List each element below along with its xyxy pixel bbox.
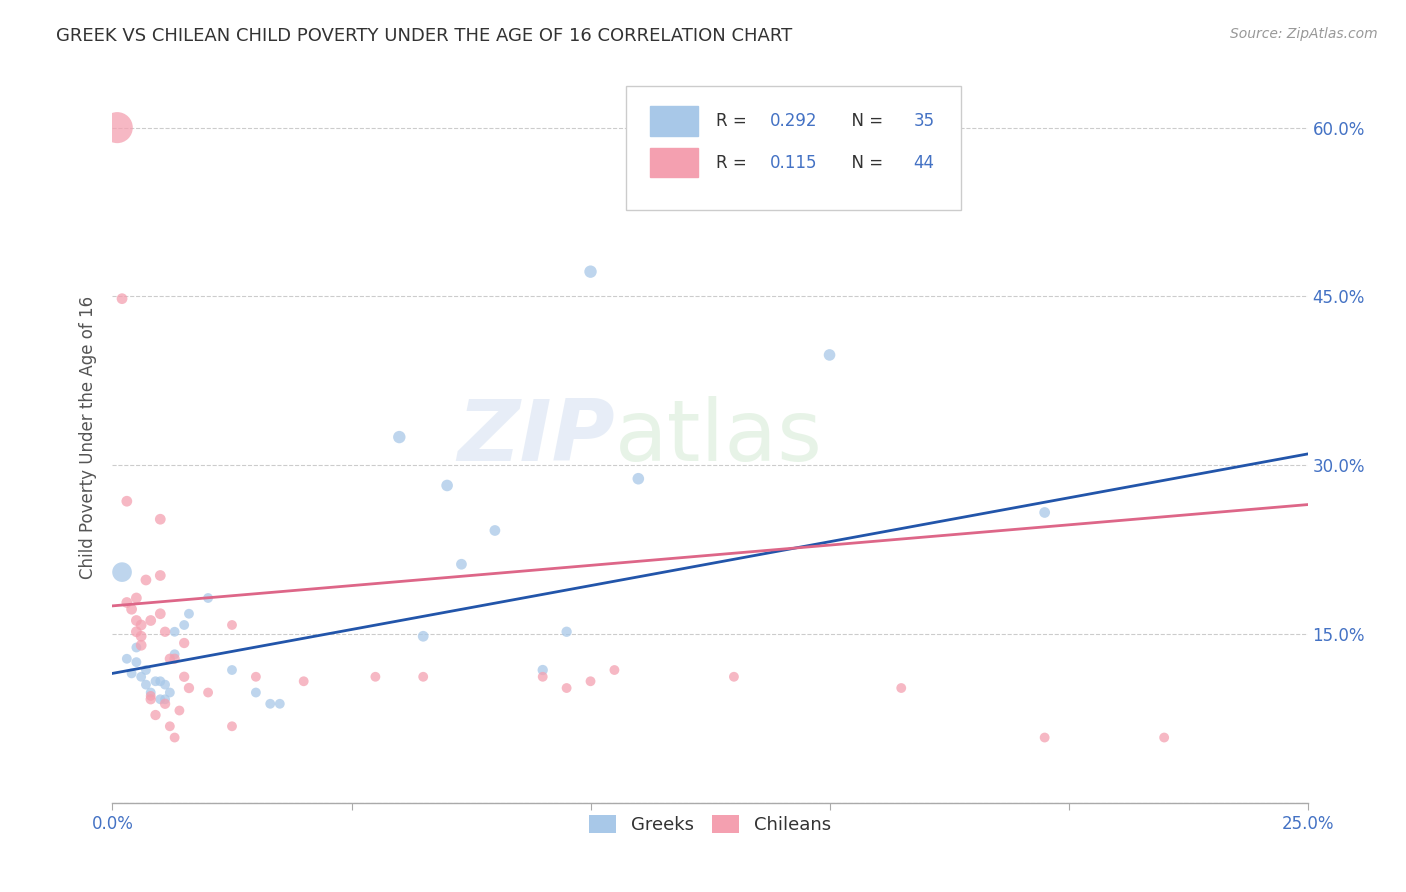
- Point: [115, 595, 138, 609]
- Point: [412, 629, 434, 643]
- Text: R =: R =: [716, 153, 758, 172]
- Point: [245, 685, 267, 699]
- Text: Source: ZipAtlas.com: Source: ZipAtlas.com: [1230, 27, 1378, 41]
- Point: [129, 629, 152, 643]
- Point: [450, 558, 472, 572]
- Point: [1153, 731, 1175, 745]
- Point: [163, 647, 186, 661]
- Point: [153, 624, 176, 639]
- Text: 0.292: 0.292: [770, 112, 817, 130]
- Point: [149, 568, 172, 582]
- Bar: [651, 148, 699, 178]
- Point: [890, 681, 912, 695]
- Point: [129, 670, 152, 684]
- Text: N =: N =: [842, 112, 889, 130]
- Text: R =: R =: [716, 112, 752, 130]
- Point: [1033, 506, 1056, 520]
- Point: [531, 663, 554, 677]
- Point: [412, 670, 434, 684]
- Point: [125, 624, 148, 639]
- Text: N =: N =: [842, 153, 889, 172]
- Point: [115, 494, 138, 508]
- Point: [149, 512, 172, 526]
- Point: [197, 685, 219, 699]
- Point: [145, 674, 167, 689]
- Text: atlas: atlas: [614, 395, 823, 479]
- Point: [111, 565, 134, 579]
- Point: [163, 652, 186, 666]
- Point: [105, 120, 128, 135]
- Point: [221, 719, 243, 733]
- Point: [139, 685, 162, 699]
- Point: [173, 670, 195, 684]
- Point: [153, 697, 176, 711]
- Point: [388, 430, 411, 444]
- Point: [159, 685, 181, 699]
- Point: [221, 663, 243, 677]
- Point: [139, 692, 162, 706]
- Point: [163, 624, 186, 639]
- Point: [818, 348, 841, 362]
- Point: [555, 624, 578, 639]
- Point: [145, 708, 167, 723]
- Point: [555, 681, 578, 695]
- Point: [269, 697, 291, 711]
- Point: [159, 719, 181, 733]
- Point: [173, 636, 195, 650]
- Point: [627, 472, 650, 486]
- Point: [111, 292, 134, 306]
- Point: [139, 614, 162, 628]
- Point: [173, 618, 195, 632]
- Point: [153, 678, 176, 692]
- Point: [121, 666, 143, 681]
- Point: [125, 655, 148, 669]
- Point: [177, 681, 200, 695]
- Point: [1033, 731, 1056, 745]
- Point: [531, 670, 554, 684]
- Bar: [651, 106, 699, 136]
- Point: [364, 670, 387, 684]
- Point: [129, 618, 152, 632]
- Point: [129, 638, 152, 652]
- Point: [125, 591, 148, 605]
- Point: [135, 663, 157, 677]
- Point: [221, 618, 243, 632]
- Point: [292, 674, 315, 689]
- Point: [153, 692, 176, 706]
- Point: [245, 670, 267, 684]
- Point: [125, 614, 148, 628]
- Point: [436, 478, 458, 492]
- Point: [121, 602, 143, 616]
- Point: [139, 689, 162, 703]
- Text: ZIP: ZIP: [457, 395, 614, 479]
- Legend: Greeks, Chileans: Greeks, Chileans: [582, 807, 838, 841]
- Point: [149, 674, 172, 689]
- Point: [579, 674, 602, 689]
- Y-axis label: Child Poverty Under the Age of 16: Child Poverty Under the Age of 16: [79, 295, 97, 579]
- Text: 35: 35: [914, 112, 935, 130]
- Point: [149, 692, 172, 706]
- FancyBboxPatch shape: [627, 86, 962, 211]
- Text: 0.115: 0.115: [770, 153, 817, 172]
- Point: [159, 652, 181, 666]
- Point: [163, 731, 186, 745]
- Point: [259, 697, 281, 711]
- Text: 44: 44: [914, 153, 934, 172]
- Point: [197, 591, 219, 605]
- Point: [484, 524, 506, 538]
- Point: [115, 652, 138, 666]
- Point: [125, 640, 148, 655]
- Point: [579, 265, 602, 279]
- Point: [135, 573, 157, 587]
- Point: [135, 678, 157, 692]
- Point: [177, 607, 200, 621]
- Point: [603, 663, 626, 677]
- Point: [723, 670, 745, 684]
- Point: [169, 704, 191, 718]
- Point: [149, 607, 172, 621]
- Text: GREEK VS CHILEAN CHILD POVERTY UNDER THE AGE OF 16 CORRELATION CHART: GREEK VS CHILEAN CHILD POVERTY UNDER THE…: [56, 27, 793, 45]
